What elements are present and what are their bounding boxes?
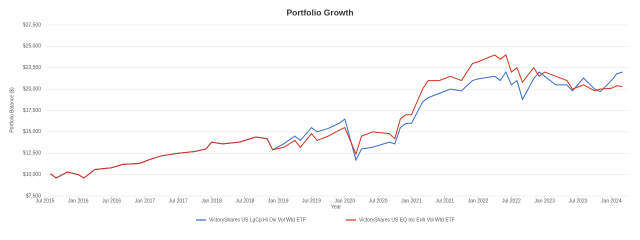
page: Portfolio Growth Year Portfolio Balance … <box>9 7 628 224</box>
x-tick-label: Jul 2021 <box>435 198 454 204</box>
x-axis-title: Year <box>331 204 341 210</box>
x-tick-label: Jan 2017 <box>135 198 156 204</box>
x-tick-label: Jul 2017 <box>169 198 188 204</box>
y-tick-label: $20,000 <box>23 86 41 92</box>
x-tick-label: Jan 2022 <box>468 198 489 204</box>
y-axis-title: Portfolio Balance ($) <box>9 87 15 133</box>
x-tick-label: Jul 2016 <box>102 198 121 204</box>
y-tick-label: $22,500 <box>23 65 41 71</box>
x-tick-label: Jan 2016 <box>68 198 89 204</box>
x-tick-label: Jul 2018 <box>235 198 254 204</box>
x-tick-label: Jan 2021 <box>401 198 422 204</box>
legend-label: VictoryShares US LgCp Hi Div Vol Wtd ETF <box>209 217 306 223</box>
series-line <box>50 54 623 179</box>
y-tick-label: $12,500 <box>23 151 41 157</box>
x-tick-label: Jul 2019 <box>302 198 321 204</box>
x-tick-label: Jul 2020 <box>369 198 388 204</box>
y-tick-label: $7,500 <box>26 193 42 199</box>
series-line <box>50 70 623 179</box>
y-tick-label: $27,500 <box>23 22 41 28</box>
x-tick-label: Jan 2020 <box>335 198 356 204</box>
y-tick-label: $25,000 <box>23 44 41 50</box>
x-tick-label: Jul 2022 <box>502 198 521 204</box>
y-tick-label: $17,500 <box>23 108 41 114</box>
y-tick-label: $15,000 <box>23 129 41 135</box>
x-tick-label: Jul 2015 <box>36 198 55 204</box>
legend-label: VictoryShares US EQ Inc Enh Vol Wtd ETF <box>359 217 455 223</box>
x-tick-label: Jul 2023 <box>569 198 588 204</box>
chart: Portfolio Growth Year Portfolio Balance … <box>9 7 628 223</box>
chart-title: Portfolio Growth <box>286 7 353 17</box>
x-tick-label: Jan 2024 <box>601 198 622 204</box>
x-tick-label: Jan 2018 <box>201 198 222 204</box>
x-tick-label: Jan 2023 <box>534 198 555 204</box>
x-tick-label: Jan 2019 <box>268 198 289 204</box>
y-tick-label: $10,000 <box>23 172 41 178</box>
